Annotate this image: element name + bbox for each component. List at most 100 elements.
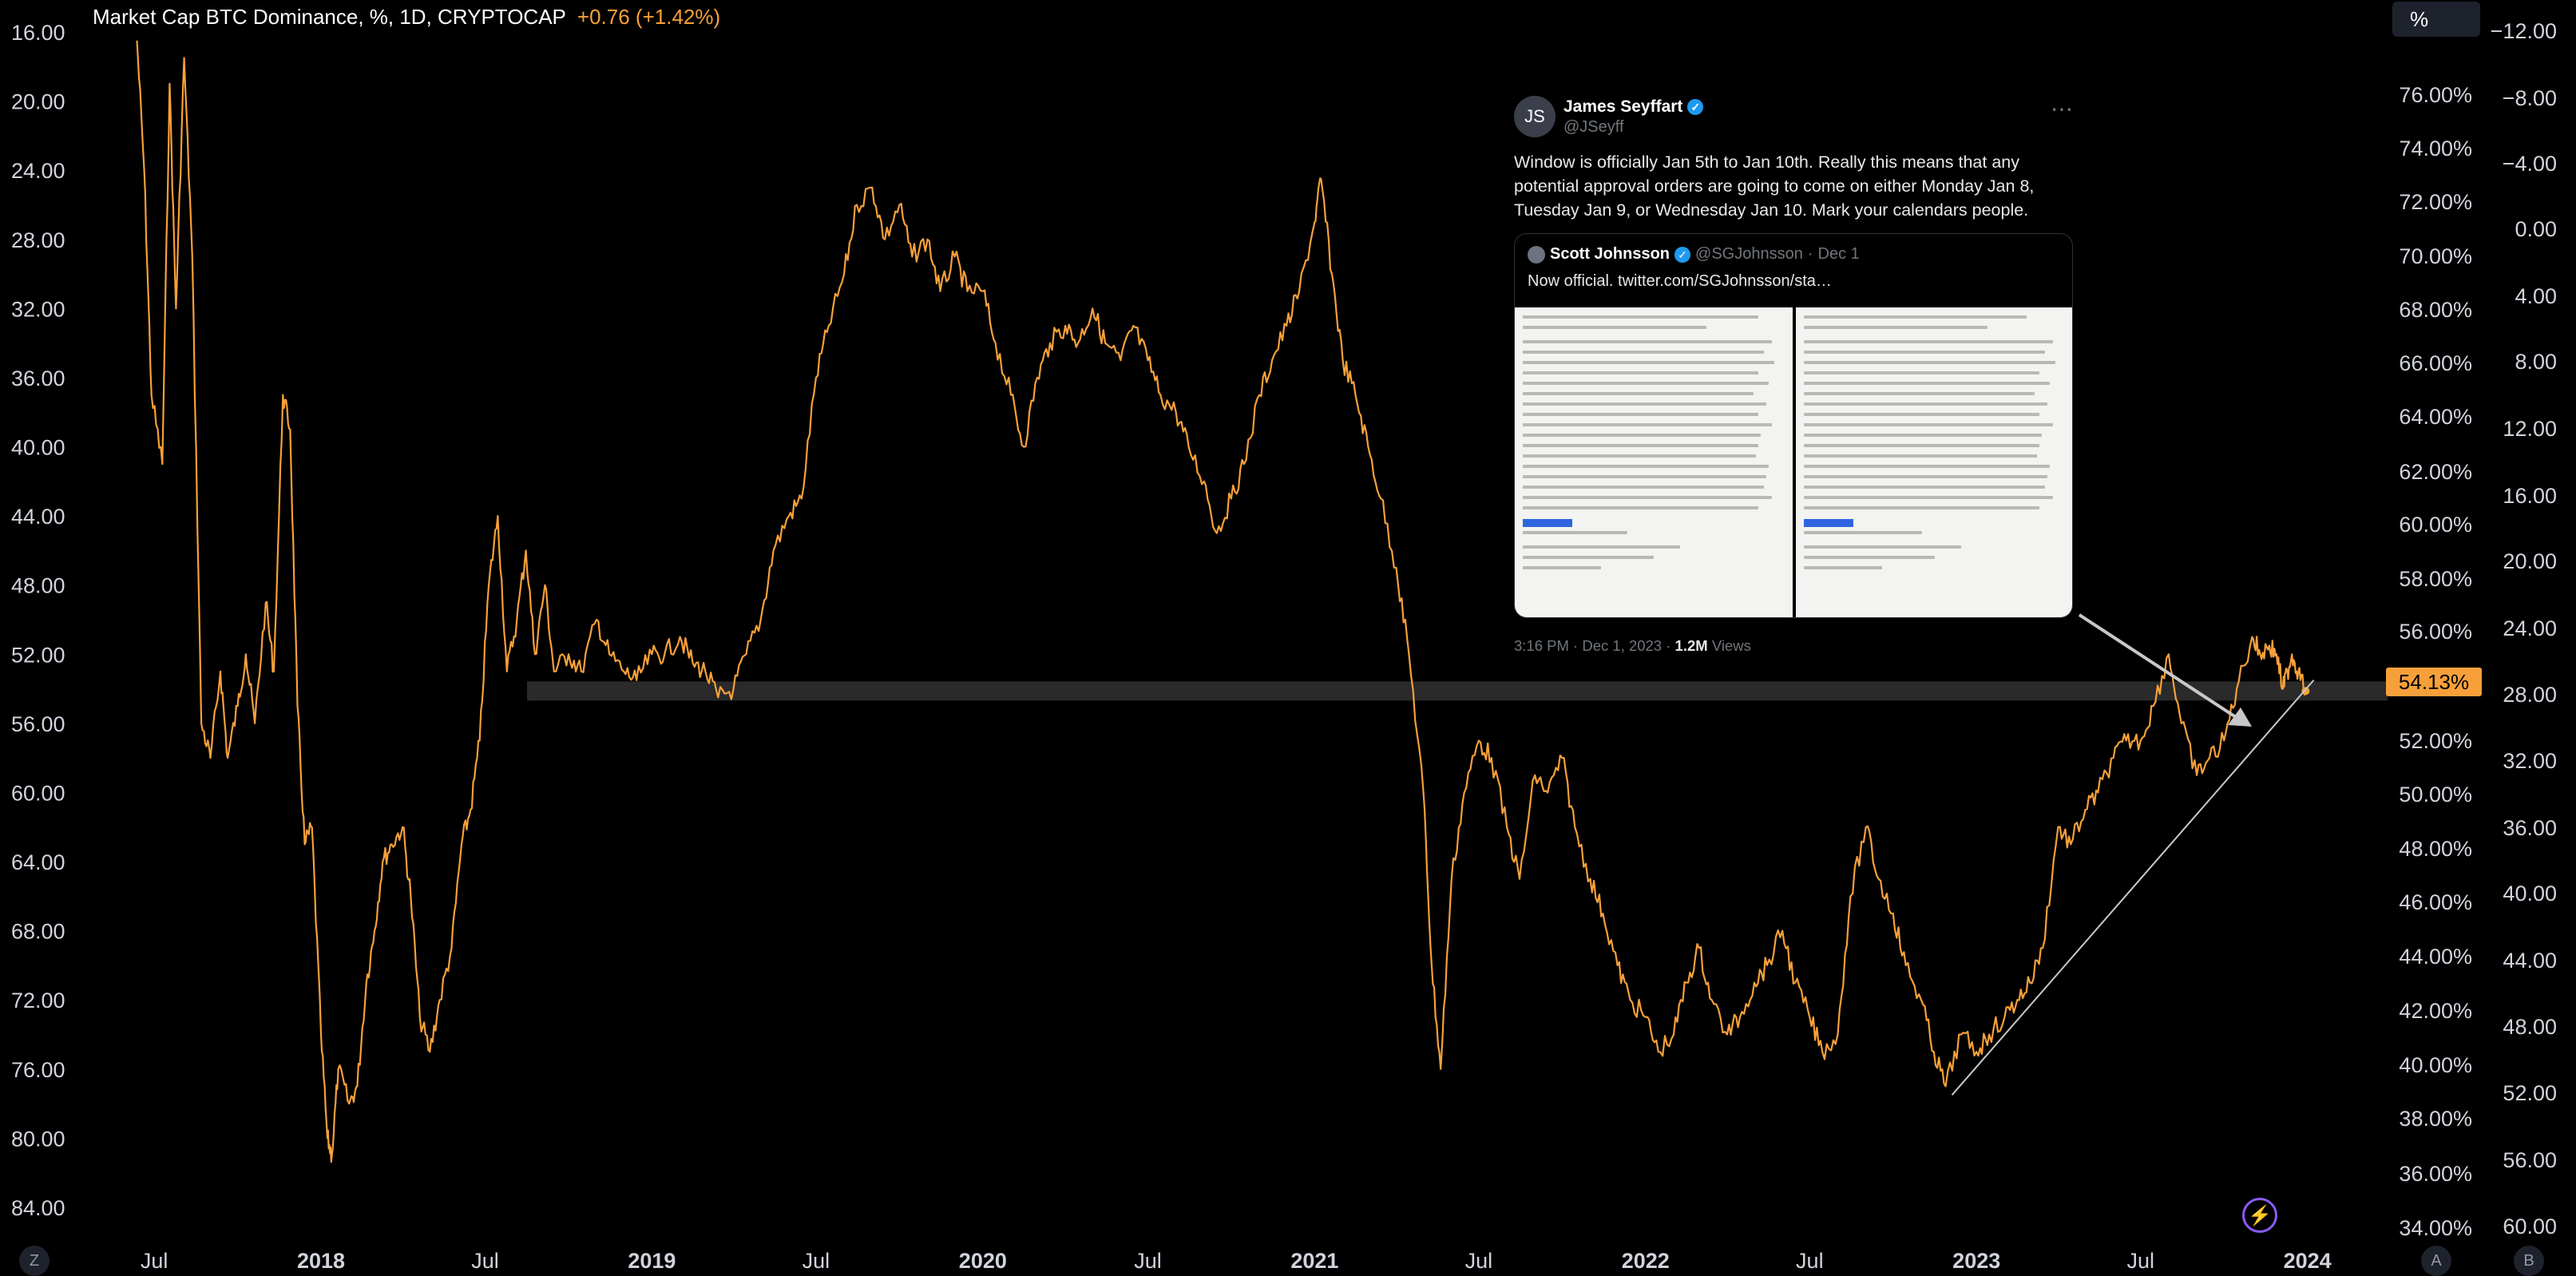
highlighted-date (1523, 519, 1572, 527)
document-text-line (1804, 454, 2037, 458)
tweet-text: Window is officially Jan 5th to Jan 10th… (1514, 153, 2035, 220)
annotation-arrowhead (2228, 707, 2252, 727)
left-axis-label: 68.00 (11, 920, 65, 944)
tweet-author-name[interactable]: James Seyffart (1563, 97, 1683, 116)
document-text-line (1804, 351, 2045, 354)
left-axis-label: 28.00 (11, 228, 65, 252)
tweet-time: 3:16 PM · Dec 1, 2023 · (1514, 637, 1675, 654)
axis-b-button[interactable]: B (2514, 1246, 2544, 1276)
right-axis-label: 48.00 (2503, 1015, 2557, 1039)
more-icon[interactable]: ⋯ (2051, 97, 2073, 121)
document-text-line (1804, 413, 2040, 416)
document-text-line (1804, 434, 2043, 437)
right-axis-label: 4.00 (2515, 284, 2557, 308)
right-axis-percent-label: 46.00% (2399, 890, 2472, 914)
tweet-meta: 3:16 PM · Dec 1, 2023 · 1.2M Views (1514, 637, 1751, 655)
document-text-line (1804, 315, 2027, 319)
tweet-handle[interactable]: @JSeyff (1563, 118, 1624, 136)
document-text-line (1804, 326, 1987, 329)
left-axis-label: 44.00 (11, 505, 65, 529)
x-axis-label: Jul (471, 1249, 499, 1273)
document-text-line (1804, 465, 2051, 468)
document-text-line (1804, 402, 2048, 406)
tweet-views: 1.2M (1674, 637, 1708, 654)
right-axis-label: 32.00 (2503, 749, 2557, 773)
quoted-tweet[interactable]: Scott Johnsson ✓ @SGJohnsson · Dec 1 Now off… (1514, 233, 2073, 618)
tweet-author[interactable]: James Seyffart ✓ (1563, 97, 1704, 117)
document-text-line (1523, 531, 1628, 534)
x-axis-label: 2021 (1290, 1249, 1338, 1273)
quoted-images[interactable] (1515, 307, 2072, 617)
left-axis-label: 84.00 (11, 1196, 65, 1220)
document-text-line (1804, 545, 1961, 549)
current-value-band (527, 681, 2388, 701)
x-axis-label: Jul (1134, 1249, 1162, 1273)
quoted-handle: @SGJohnsson (1695, 245, 1803, 263)
right-axis-percent-label: 58.00% (2399, 567, 2472, 591)
left-axis-label: 40.00 (11, 436, 65, 460)
quoted-text: Now official. twitter.com/SGJohnsson/sta… (1528, 272, 1832, 290)
left-axis-label: 52.00 (11, 643, 65, 667)
quoted-author: Scott Johnsson (1550, 245, 1670, 263)
right-axis-label: 56.00 (2503, 1148, 2557, 1172)
percent-scale-button[interactable]: % (2392, 2, 2480, 37)
left-axis-label: 36.00 (11, 367, 65, 390)
document-text-line (1523, 556, 1654, 559)
lightning-icon[interactable]: ⚡ (2242, 1198, 2277, 1233)
document-image-left[interactable] (1515, 307, 1793, 617)
right-axis-percent-label: 36.00% (2399, 1162, 2472, 1186)
right-axis-percent-label: 34.00% (2399, 1216, 2472, 1240)
right-axis-percent-label: 42.00% (2399, 999, 2472, 1023)
document-text-line (1804, 475, 2048, 478)
symbol-header: Market Cap BTC Dominance, %, 1D, CRYPTOC… (93, 5, 720, 30)
right-axis-percent-label: 40.00% (2399, 1053, 2472, 1077)
right-axis-percent-label: 76.00% (2399, 83, 2472, 107)
document-text-line (1523, 392, 1754, 395)
document-text-line (1804, 371, 2040, 374)
right-axis-percent-label: 56.00% (2399, 620, 2472, 644)
verified-icon: ✓ (1687, 99, 1704, 116)
right-axis-label: 52.00 (2503, 1081, 2557, 1105)
quoted-date: Dec 1 (1817, 245, 1860, 263)
right-axis-label: 44.00 (2503, 949, 2557, 973)
left-axis-label: 56.00 (11, 712, 65, 736)
document-text-line (1523, 465, 1770, 468)
right-axis-percent-label: 48.00% (2399, 837, 2472, 861)
tweet-card[interactable]: JS James Seyffart ✓ @JSeyff ⋯ Window is o… (1514, 96, 2073, 655)
x-axis-label: Jul (1465, 1249, 1493, 1273)
x-axis-label: 2023 (1952, 1249, 2000, 1273)
right-axis-percent-label: 74.00% (2399, 137, 2472, 160)
document-text-line (1804, 423, 2053, 426)
right-axis-percent-label: 50.00% (2399, 783, 2472, 806)
axis-z-button[interactable]: Z (19, 1246, 50, 1276)
document-text-line (1523, 485, 1764, 489)
x-axis-label: Jul (141, 1249, 168, 1273)
document-text-line (1523, 402, 1767, 406)
right-axis-label: 8.00 (2515, 350, 2557, 374)
left-axis-label: 72.00 (11, 989, 65, 1012)
document-text-line (1804, 506, 2040, 509)
right-axis-label: 24.00 (2503, 616, 2557, 640)
x-axis-label: 2019 (628, 1249, 676, 1273)
right-axis-label: 28.00 (2503, 683, 2557, 707)
document-text-line (1523, 326, 1706, 329)
right-axis-percent-label: 70.00% (2399, 244, 2472, 268)
right-axis-percent-label: 60.00% (2399, 513, 2472, 537)
avatar[interactable]: JS (1514, 96, 1556, 137)
quoted-dot: · (1807, 245, 1813, 263)
x-axis-label: Jul (803, 1249, 830, 1273)
right-axis-percent-label: 66.00% (2399, 351, 2472, 375)
right-axis-percent-label: 52.00% (2399, 729, 2472, 753)
trend-line (1951, 680, 2315, 1096)
document-image-right[interactable] (1796, 307, 2072, 617)
document-text-line (1523, 340, 1772, 343)
right-axis-label: 60.00 (2503, 1215, 2557, 1238)
axis-a-button[interactable]: A (2421, 1246, 2451, 1276)
document-text-line (1523, 506, 1759, 509)
right-axis-label: 0.00 (2515, 217, 2557, 241)
document-text-line (1523, 382, 1770, 385)
right-axis-label: 20.00 (2503, 549, 2557, 573)
x-axis-label: 2024 (2284, 1249, 2332, 1273)
